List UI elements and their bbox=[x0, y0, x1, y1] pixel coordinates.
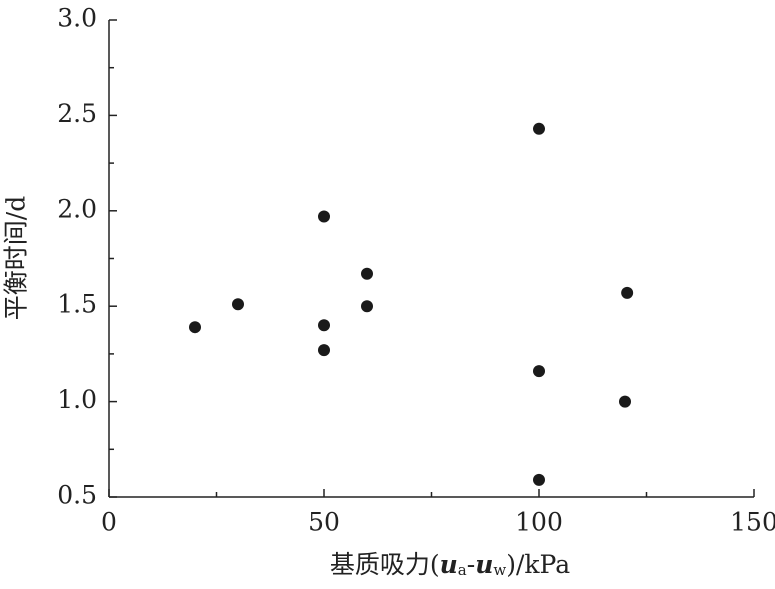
x-label-part: u bbox=[475, 550, 493, 579]
y-tick-label: 0.5 bbox=[57, 481, 97, 510]
x-tick-label: 150 bbox=[730, 508, 775, 537]
x-label-part: w bbox=[493, 561, 506, 579]
y-tick-label: 1.5 bbox=[57, 290, 97, 319]
point bbox=[533, 473, 545, 486]
y-tick-label: 2.0 bbox=[57, 194, 97, 223]
x-label-part: a bbox=[458, 561, 467, 579]
point bbox=[318, 210, 330, 223]
x-tick-label: 50 bbox=[308, 508, 340, 537]
x-tick-label: 0 bbox=[101, 508, 117, 537]
point bbox=[318, 344, 330, 357]
y-axis-label: 平衡时间/d bbox=[2, 196, 31, 320]
x-label-part: )/kPa bbox=[506, 550, 570, 579]
point bbox=[318, 319, 330, 332]
point bbox=[361, 300, 373, 313]
x-axis-label: 基质吸力(ua-uw)/kPa bbox=[330, 550, 570, 580]
y-tick-label: 1.0 bbox=[57, 385, 97, 414]
x-label-part: u bbox=[440, 550, 458, 579]
point bbox=[189, 321, 201, 334]
y-tick-label: 2.5 bbox=[57, 99, 97, 128]
x-tick-label: 100 bbox=[515, 508, 563, 537]
point bbox=[533, 365, 545, 378]
x-label-part: 基质吸力( bbox=[330, 550, 440, 579]
point bbox=[619, 395, 631, 408]
point bbox=[232, 298, 244, 311]
point bbox=[533, 122, 545, 135]
y-tick-label: 3.0 bbox=[57, 4, 97, 33]
point bbox=[621, 286, 634, 299]
x-label-part: - bbox=[467, 550, 475, 579]
point bbox=[361, 267, 373, 280]
